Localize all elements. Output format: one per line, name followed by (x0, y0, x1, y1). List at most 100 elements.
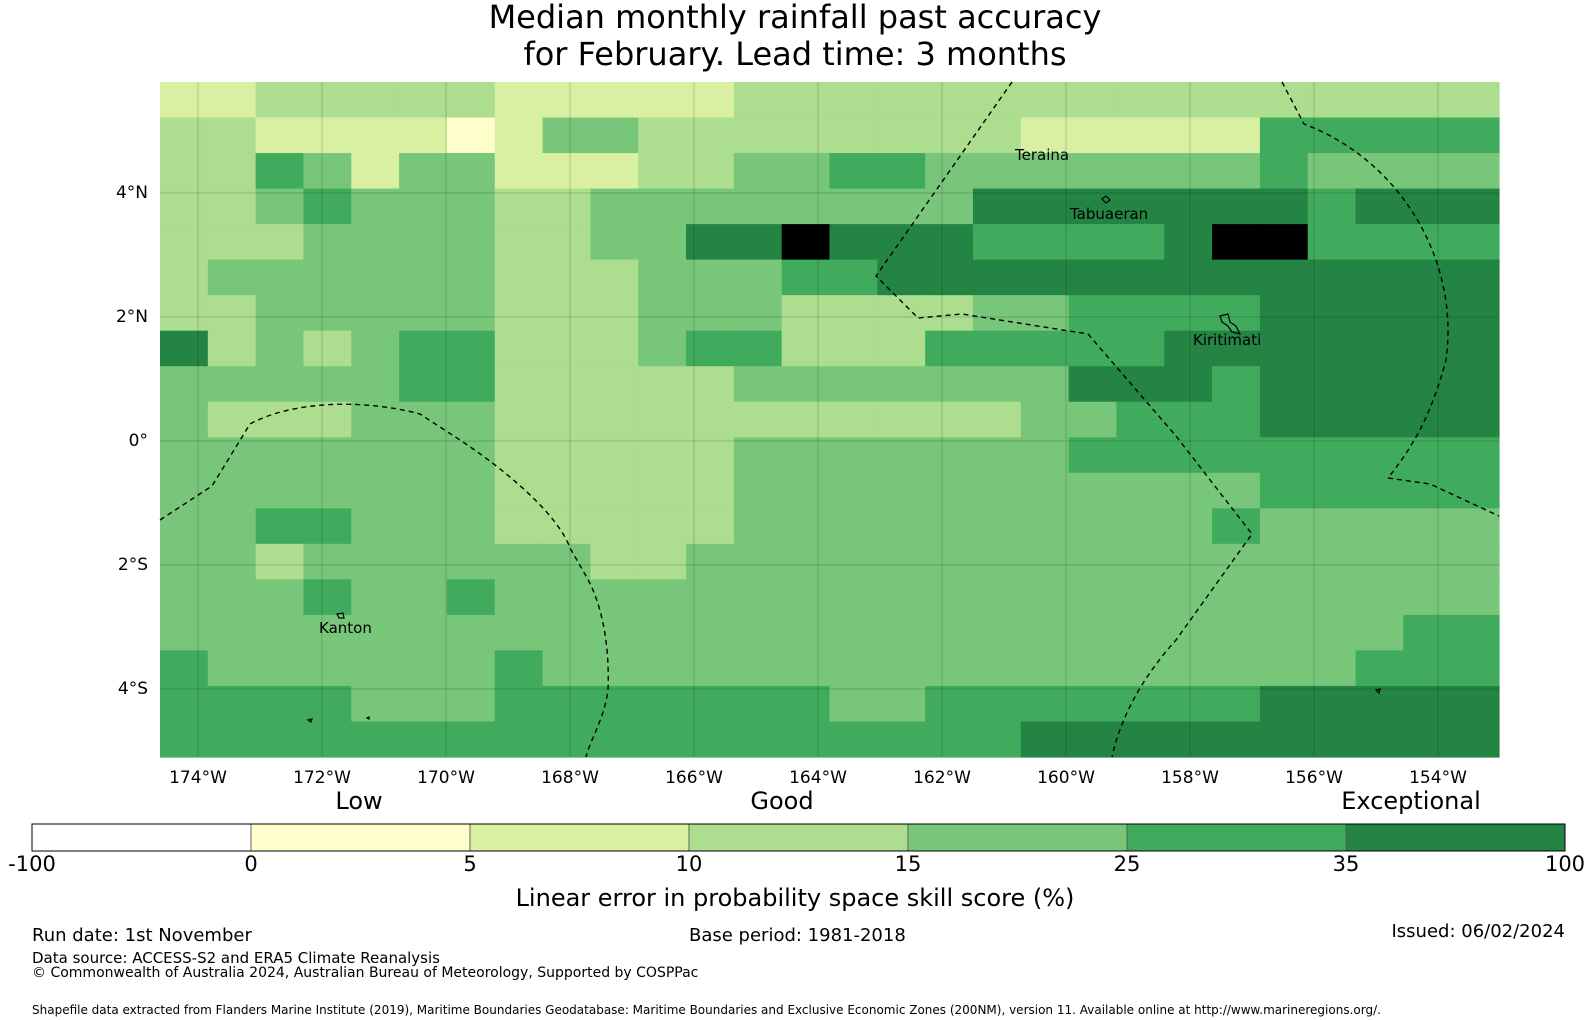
grid-cell (590, 508, 639, 545)
grid-cell (1068, 579, 1118, 616)
grid-cell (542, 579, 591, 616)
grid-cell (1116, 650, 1165, 687)
grid-cell (972, 685, 1022, 723)
grid-cell (1259, 543, 1309, 580)
grid-cell (972, 117, 1022, 154)
colorbar-category-exceptional: Exceptional (1341, 787, 1481, 815)
grid-cell (590, 685, 639, 723)
y-tick-label: 4°N (115, 183, 148, 203)
grid-cell (1068, 437, 1118, 474)
grid-cell (1020, 295, 1070, 332)
grid-cell (733, 82, 783, 119)
grid-cell (1403, 437, 1452, 474)
grid-cell (1355, 117, 1404, 154)
grid-cell (925, 650, 974, 687)
grid-cell (829, 721, 878, 758)
grid-cell (1164, 82, 1213, 119)
grid-cell (399, 614, 448, 652)
grid-cell (1212, 330, 1261, 367)
grid-cell (446, 543, 496, 580)
kiribati-line-islands-eez-boundary (875, 81, 1253, 758)
grid-cell (972, 82, 1022, 119)
grid-cell (972, 472, 1022, 509)
grid-cell (542, 543, 591, 580)
grid-cell (542, 508, 591, 545)
grid-cell (542, 117, 591, 154)
grid-cell (542, 401, 591, 438)
grid-cell (542, 721, 591, 758)
grid-cell (1403, 366, 1452, 403)
grid-cell (1403, 117, 1452, 154)
colorbar (31, 823, 1566, 852)
grid-cell (686, 685, 735, 723)
grid-cell (686, 153, 735, 190)
grid-cell (160, 295, 209, 332)
grid-cell (1164, 614, 1213, 652)
grid-cell (590, 614, 639, 652)
grid-cell (1020, 330, 1070, 367)
grid-cell (542, 82, 591, 119)
grid-cell (1451, 579, 1500, 616)
grid-cell (733, 543, 783, 580)
grid-cell (1451, 401, 1500, 438)
grid-cell (781, 117, 831, 154)
grid-cell (351, 721, 400, 758)
grid-cell (590, 437, 639, 474)
grid-cell (1355, 82, 1404, 119)
grid-cell (160, 685, 209, 723)
small-island-shape (365, 716, 370, 720)
x-tick-label: 168°W (541, 768, 599, 788)
grid-cell (207, 330, 257, 367)
grid-cell (733, 650, 783, 687)
grid-cell (686, 295, 735, 332)
grid-cell (925, 330, 974, 367)
grid-cell (1355, 579, 1404, 616)
grid-cell (160, 437, 209, 474)
grid-cell (1068, 295, 1118, 332)
grid-cell (1451, 224, 1500, 261)
grid-cell (351, 295, 400, 332)
grid-cell (446, 579, 496, 616)
kiritimati-eez-boundary (1281, 81, 1500, 517)
grid-cell (1212, 188, 1261, 225)
grid-cell (733, 401, 783, 438)
grid-cell (1020, 543, 1070, 580)
grid-cell (829, 579, 878, 616)
grid-cell (1020, 401, 1070, 438)
grid-cell (255, 188, 305, 225)
grid-cell (1212, 366, 1261, 403)
grid-cell (542, 472, 591, 509)
data-source: Data source: ACCESS-S2 and ERA5 Climate … (32, 949, 440, 967)
grid-cell (877, 82, 926, 119)
x-tick-label: 154°W (1409, 768, 1467, 788)
grid-cell (494, 579, 544, 616)
grid-cell (446, 472, 496, 509)
grid-cell (972, 259, 1022, 296)
grid-cell (1451, 259, 1500, 296)
grid-cell (1451, 721, 1500, 758)
grid-cell (207, 188, 257, 225)
grid-cell (638, 579, 687, 616)
grid-cell (781, 330, 831, 367)
grid-cell (1259, 188, 1309, 225)
grid-cell (972, 508, 1022, 545)
grid-cell (877, 188, 926, 225)
grid-cell (542, 295, 591, 332)
grid-cell (399, 82, 448, 119)
grid-cell (1068, 472, 1118, 509)
grid-cell (351, 117, 400, 154)
shapefile-credit: Shapefile data extracted from Flanders M… (32, 1003, 1381, 1017)
grid-cell (399, 188, 448, 225)
grid-cell (1068, 508, 1118, 545)
grid-cell (877, 366, 926, 403)
grid-cell (207, 82, 257, 119)
grid-cell (733, 721, 783, 758)
grid-cell (1068, 366, 1118, 403)
grid-cell (446, 650, 496, 687)
grid-cell (303, 614, 352, 652)
grid-cell (1116, 295, 1165, 332)
grid-cell (303, 330, 352, 367)
x-tick-label: 160°W (1037, 768, 1095, 788)
grid-cell (399, 401, 448, 438)
grid-cell (877, 224, 926, 261)
